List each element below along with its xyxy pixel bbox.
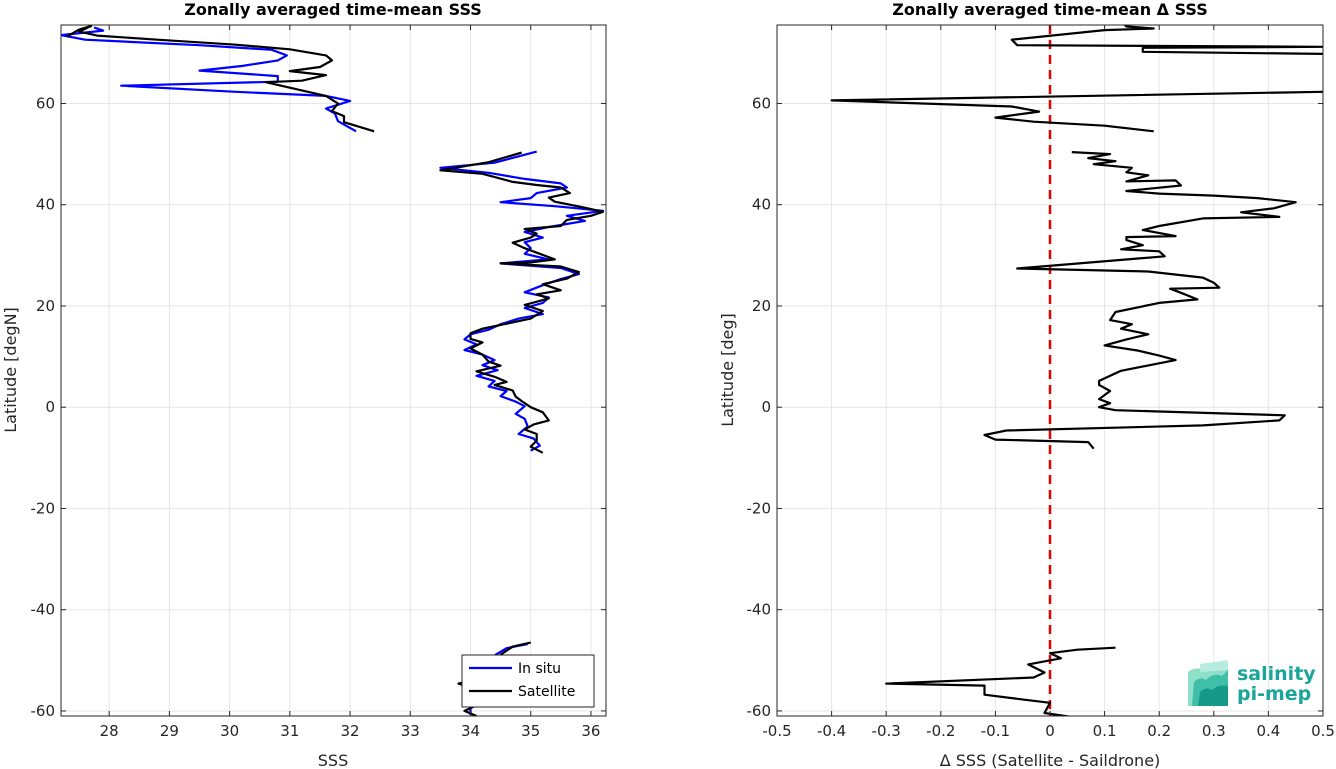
y-tick-label: 0 [761,398,771,416]
x-tick-label: 36 [581,722,600,740]
y-tick-label: 20 [36,297,55,315]
legend: In situ Satellite [461,654,595,708]
legend-box [461,654,595,708]
left-chart-title: Zonally averaged time-mean SSS [184,0,482,19]
x-tick-label: 0.4 [1256,722,1280,740]
series-line-delta-sss [830,90,1323,133]
x-tick-label: 29 [160,722,179,740]
x-tick-label: -0.2 [926,722,955,740]
x-tick-label: -0.3 [872,722,901,740]
left-ticks: 28 29 30 31 32 33 34 35 36 -60 -40 -20 0 20 40 60 [31,25,606,740]
x-tick-label: 0.5 [1311,722,1335,740]
left-chart: 28 29 30 31 32 33 34 35 36 -60 -40 -20 0 20 40 60 Zonal… [1,0,607,769]
left-plot-area [61,25,606,716]
series-line-delta-sss [983,151,1297,450]
right-chart-title: Zonally averaged time-mean Δ SSS [892,0,1208,19]
x-tick-label: 33 [401,722,420,740]
y-tick-label: 20 [752,297,771,315]
y-tick-label: -20 [31,499,56,517]
y-tick-label: -20 [747,499,772,517]
x-tick-label: 30 [220,722,239,740]
x-tick-label: 0.2 [1147,722,1171,740]
logo-text-salinity: salinity [1237,663,1316,685]
x-tick-label: -0.5 [762,722,791,740]
x-tick-label: 28 [100,722,119,740]
y-tick-label: 0 [45,398,55,416]
salinity-pi-mep-logo: salinity pi-mep [1188,660,1316,706]
x-tick-label: -0.4 [817,722,846,740]
x-tick-label: 35 [521,722,540,740]
right-x-axis-label: Δ SSS (Satellite - Saildrone) [940,751,1161,769]
right-y-axis-label: Latitude [deg] [718,313,737,427]
x-tick-label: 0.1 [1093,722,1117,740]
y-tick-label: 60 [752,94,771,112]
legend-label-in-situ: In situ [518,661,561,677]
x-tick-label: 0 [1045,722,1055,740]
series-line-in-situ [61,26,357,133]
y-tick-label: -60 [31,702,56,720]
series-line-satellite [439,151,605,454]
x-tick-label: -0.1 [981,722,1010,740]
left-axes-box [60,24,607,717]
y-tick-label: 40 [752,196,771,214]
left-y-axis-label: Latitude [degN] [1,307,20,433]
x-tick-label: 0.3 [1202,722,1226,740]
series-line-satellite [66,25,375,133]
y-tick-label: -60 [747,702,772,720]
y-tick-label: -40 [31,601,56,619]
x-tick-label: 34 [461,722,480,740]
left-grid [61,25,606,716]
legend-label-satellite: Satellite [518,684,575,700]
y-tick-label: -40 [747,601,772,619]
series-line-delta-sss [1010,25,1323,55]
logo-wave-icon [1188,660,1228,706]
series-line-delta-sss [885,646,1116,716]
y-tick-label: 40 [36,196,55,214]
right-series [830,25,1323,716]
right-chart: -0.5 -0.4 -0.3 -0.2 -0.1 0 0.1 0.2 0.3 0.4 0.5 -60 -… [718,0,1335,769]
logo-text-pi-mep: pi-mep [1237,683,1311,705]
y-tick-label: 60 [36,94,55,112]
left-x-axis-label: SSS [318,751,348,769]
x-tick-label: 32 [341,722,360,740]
right-ticks: -0.5 -0.4 -0.3 -0.2 -0.1 0 0.1 0.2 0.3 0.4 0.5 -60 -… [747,25,1335,740]
x-tick-label: 31 [280,722,299,740]
